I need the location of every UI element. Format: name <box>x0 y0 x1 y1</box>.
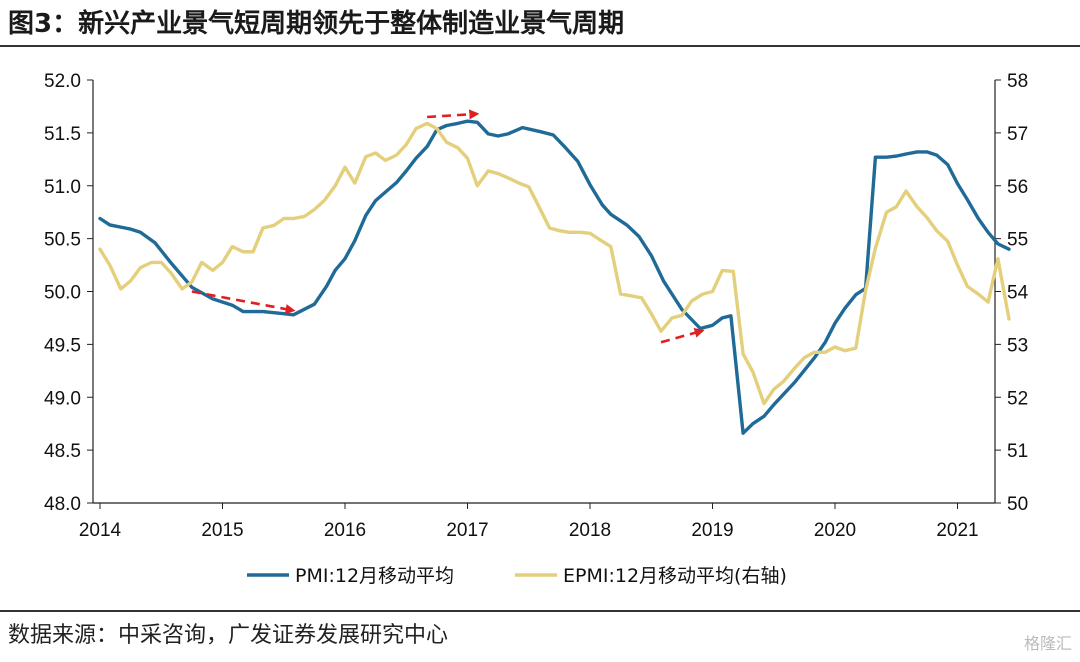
left-tick-label: 49.0 <box>44 388 81 409</box>
legend-label: PMI:12月移动平均 <box>295 565 454 587</box>
x-tick-label: 2017 <box>446 520 488 541</box>
x-tick-label: 2018 <box>569 520 611 541</box>
x-tick-label: 2016 <box>324 520 366 541</box>
bottom-rule <box>0 610 1080 612</box>
lead-arrow-annotation <box>191 290 296 314</box>
left-tick-label: 51.5 <box>44 124 81 145</box>
right-tick-label: 54 <box>1007 283 1029 304</box>
right-tick-label: 52 <box>1007 388 1028 409</box>
right-tick-label: 56 <box>1007 177 1028 198</box>
left-tick-label: 52.0 <box>44 71 81 92</box>
left-tick-label: 50.5 <box>44 230 81 251</box>
left-tick-label: 51.0 <box>44 177 81 198</box>
epmi-series-line <box>98 121 1011 406</box>
lead-arrow-annotation <box>660 327 705 344</box>
x-tick-label: 2015 <box>201 520 243 541</box>
line-chart: 52.0 51.5 51.0 50.5 50.0 49.5 49.0 48.5 48.0 58 57… <box>44 71 1029 587</box>
right-tick-label: 55 <box>1007 230 1028 251</box>
chart-title: 图3：新兴产业景气短周期领先于整体制造业景气周期 <box>8 9 625 39</box>
watermark-logo: 格隆汇 <box>1023 634 1072 653</box>
right-tick-label: 51 <box>1007 441 1028 462</box>
right-tick-label: 50 <box>1007 494 1028 515</box>
right-tick-label: 53 <box>1007 335 1028 356</box>
x-tick-label: 2021 <box>936 520 978 541</box>
source-note: 数据来源：中采咨询，广发证券发展研究中心 <box>8 623 449 648</box>
right-tick-label: 58 <box>1007 71 1028 92</box>
top-rule <box>0 45 1080 47</box>
left-tick-label: 49.5 <box>44 335 81 356</box>
right-tick-label: 57 <box>1007 124 1028 145</box>
x-tick-label: 2019 <box>691 520 733 541</box>
left-tick-label: 48.0 <box>44 494 81 515</box>
x-tick-label: 2014 <box>79 520 122 541</box>
x-tick-label: 2020 <box>814 520 856 541</box>
left-tick-label: 48.5 <box>44 441 81 462</box>
lead-arrow-annotation <box>426 109 480 120</box>
left-tick-label: 50.0 <box>44 283 81 304</box>
pmi-series-line <box>98 119 1011 435</box>
legend-label: EPMI:12月移动平均(右轴) <box>563 565 787 587</box>
